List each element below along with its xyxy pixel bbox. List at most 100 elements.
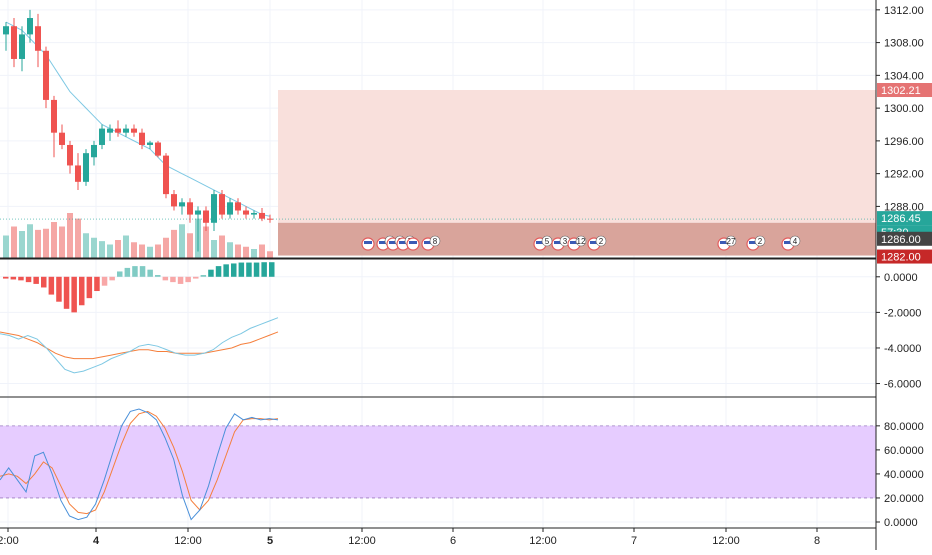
volume-bar <box>243 246 249 258</box>
volume-bar <box>147 246 153 258</box>
macd-histogram-bar <box>185 276 191 283</box>
volume-bar <box>203 226 209 258</box>
candle[interactable] <box>163 153 169 199</box>
candle[interactable] <box>195 206 201 252</box>
candle[interactable] <box>67 140 73 174</box>
volume-bar <box>115 240 121 258</box>
candle[interactable] <box>219 190 225 219</box>
candle[interactable] <box>131 124 137 137</box>
macd-histogram-bar <box>3 276 9 279</box>
target-zone[interactable] <box>278 90 876 223</box>
event-marker[interactable]: 5 <box>533 235 553 251</box>
event-marker[interactable]: 27 <box>717 235 737 251</box>
stochastic-panel[interactable] <box>0 396 876 521</box>
candle[interactable] <box>35 13 41 68</box>
event-count-badge <box>754 235 766 247</box>
candle[interactable] <box>51 95 57 158</box>
event-count-badge <box>575 235 587 247</box>
volume-bar <box>251 249 257 258</box>
candle[interactable] <box>3 22 9 51</box>
candle[interactable] <box>203 206 209 231</box>
candle[interactable] <box>115 120 121 137</box>
macd-tick-label: -6.0000 <box>884 379 921 391</box>
event-marker[interactable]: 2 <box>587 235 607 251</box>
macd-histogram-bar <box>124 267 131 277</box>
candle[interactable] <box>147 140 153 150</box>
macd-histogram-bar <box>56 276 62 302</box>
stochastic-band <box>0 425 876 498</box>
flag-stripe <box>409 241 417 244</box>
candle[interactable] <box>267 214 273 223</box>
candle[interactable] <box>19 26 25 72</box>
svg-text:1286.45: 1286.45 <box>881 213 921 225</box>
event-marker[interactable]: 8 <box>421 235 441 251</box>
economic-events[interactable]: 4278531222724 <box>361 235 801 251</box>
macd-histogram-bar <box>162 276 169 281</box>
macd-histogram-bar <box>147 269 153 277</box>
candle[interactable] <box>211 190 217 231</box>
candle[interactable] <box>251 210 257 219</box>
stochastic-k-line <box>0 408 279 521</box>
candle[interactable] <box>83 149 89 186</box>
macd-histogram-bar <box>269 262 275 277</box>
event-marker[interactable]: 4 <box>781 235 801 251</box>
volume-bar <box>51 222 57 258</box>
event-marker[interactable] <box>406 237 420 251</box>
event-count-label: 27 <box>727 237 736 246</box>
event-marker[interactable] <box>361 237 375 251</box>
macd-histogram-bar <box>155 275 161 277</box>
flag-stripe <box>424 241 432 244</box>
candle[interactable] <box>123 124 129 137</box>
event-marker[interactable]: 12 <box>567 235 587 251</box>
volume-bar <box>27 224 33 258</box>
macd-histogram-bar <box>170 276 176 283</box>
candle[interactable] <box>155 140 161 158</box>
price-panel[interactable] <box>0 9 876 258</box>
event-count-label: 12 <box>577 237 586 246</box>
volume-bar <box>187 233 193 258</box>
candle[interactable] <box>259 208 265 222</box>
moving-average-line <box>5 21 271 217</box>
candle[interactable] <box>91 140 97 166</box>
event-count-badge <box>429 235 441 247</box>
event-marker[interactable]: 2 <box>746 235 766 251</box>
price-tick-label: 1300.00 <box>884 103 924 115</box>
volume-bar <box>171 229 177 258</box>
candle[interactable] <box>75 153 81 191</box>
macd-tick-label: -4.0000 <box>884 343 921 355</box>
volume-bar <box>43 228 49 258</box>
flag-stripe <box>536 241 544 244</box>
flag-stripe <box>364 241 372 244</box>
macd-histogram-bar <box>86 276 93 299</box>
macd-histogram-bar <box>193 276 199 279</box>
volume-bar <box>83 233 89 258</box>
macd-panel[interactable] <box>0 258 876 374</box>
time-tick-label: 12:00 <box>712 535 740 547</box>
candle[interactable] <box>227 198 233 219</box>
target-price-label: 1302.21 <box>877 83 932 98</box>
candle[interactable] <box>107 124 113 141</box>
event-count-label: 8 <box>433 237 438 246</box>
svg-text:1286.00: 1286.00 <box>881 234 921 246</box>
candle[interactable] <box>11 18 17 68</box>
candle[interactable] <box>99 124 105 150</box>
macd-histogram-bar <box>63 276 70 309</box>
macd-histogram-bar <box>48 276 55 295</box>
candle[interactable] <box>59 124 65 150</box>
event-count-label: 2 <box>599 237 604 246</box>
flag-stripe <box>590 241 598 244</box>
macd-histogram-bar <box>25 276 32 283</box>
stochastic-tick-label: 60.0000 <box>884 445 924 457</box>
flag-stripe <box>379 241 387 244</box>
candle[interactable] <box>187 198 193 223</box>
candle[interactable] <box>235 198 241 215</box>
candle[interactable] <box>43 46 49 109</box>
candle[interactable] <box>139 128 145 150</box>
candle[interactable] <box>243 206 249 219</box>
candle[interactable] <box>179 198 185 215</box>
candle[interactable] <box>27 9 33 43</box>
candle[interactable] <box>171 190 177 211</box>
stochastic-d-line <box>0 410 279 515</box>
